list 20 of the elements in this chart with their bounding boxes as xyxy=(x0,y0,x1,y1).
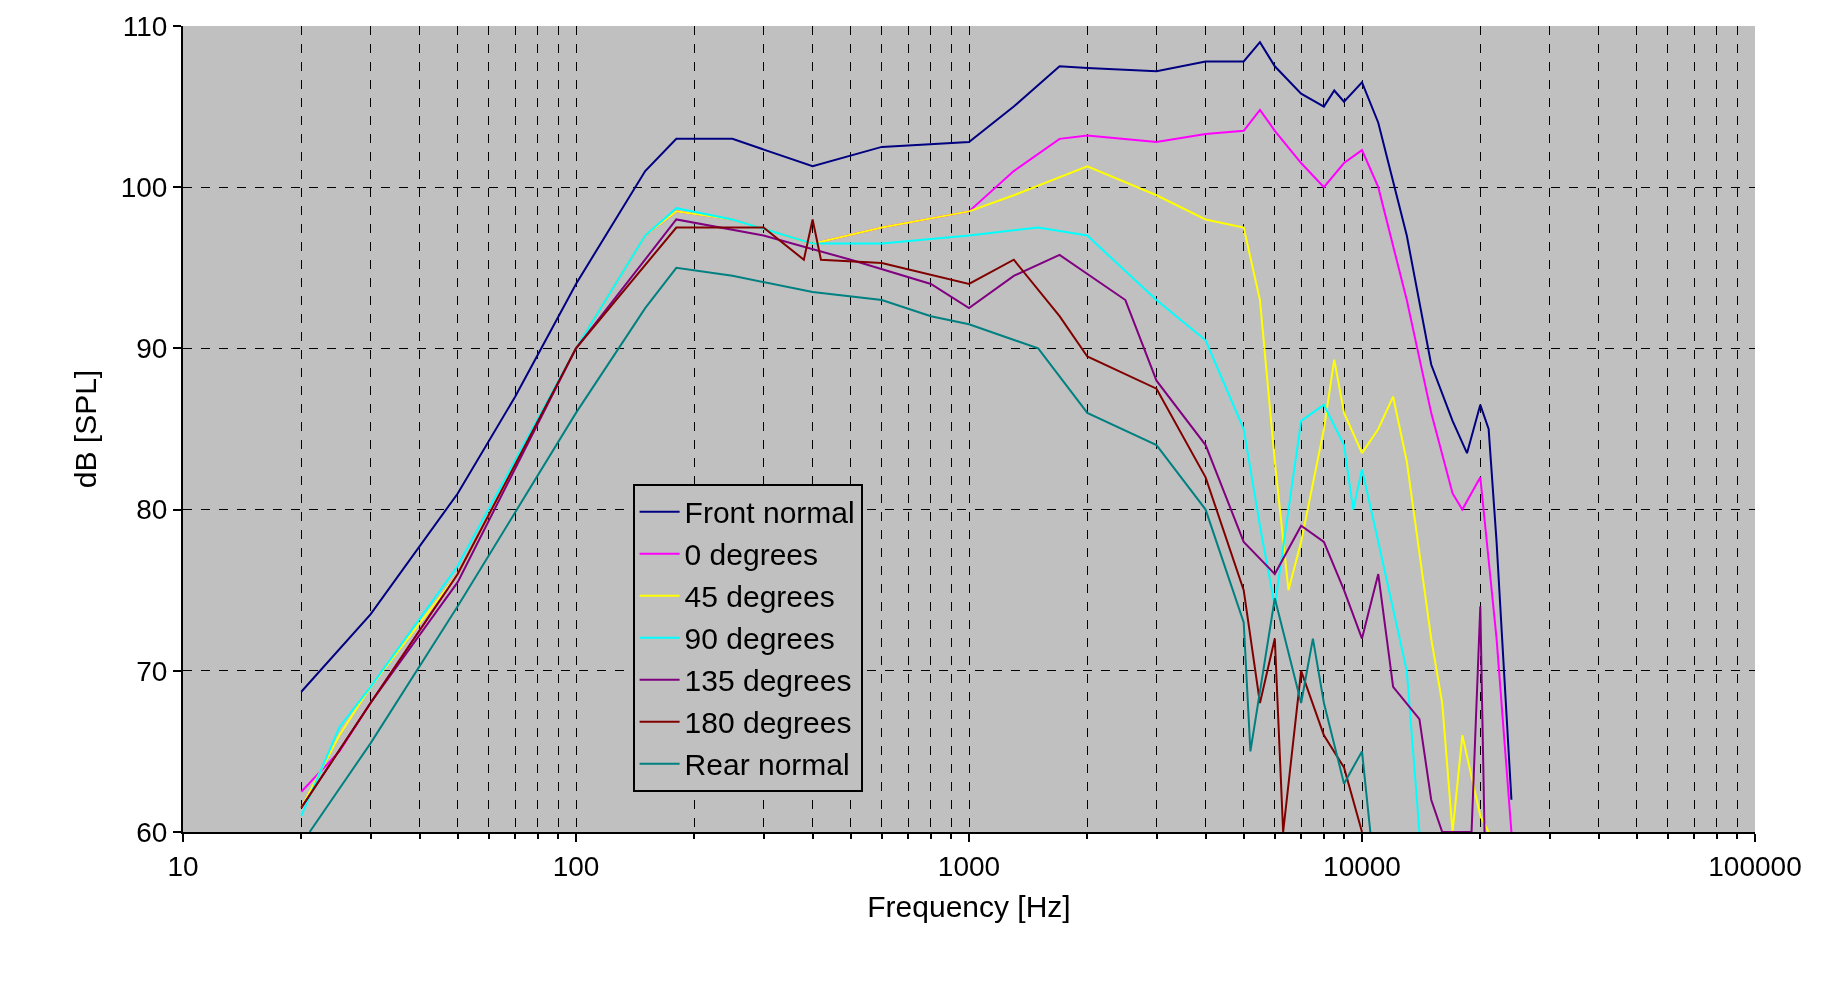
legend-label: 135 degrees xyxy=(684,664,852,698)
y-tick-label: 110 xyxy=(122,10,168,42)
legend-label: Rear normal xyxy=(684,748,850,782)
x-tick-label: 10000 xyxy=(1323,850,1401,882)
legend-label: 0 degrees xyxy=(684,538,819,572)
legend-label: 180 degrees xyxy=(684,706,852,740)
y-tick-label: 90 xyxy=(136,333,168,365)
x-axis-title: Frequency [Hz] xyxy=(867,889,1071,923)
y-tick-label: 100 xyxy=(120,172,168,203)
x-tick-label: 100 xyxy=(552,850,600,882)
legend-label: 90 degrees xyxy=(684,622,835,656)
legend-label: 45 degrees xyxy=(684,580,835,614)
y-tick-label: 70 xyxy=(136,655,168,687)
y-tick-label: 60 xyxy=(136,816,168,848)
y-tick-label: 80 xyxy=(136,494,168,526)
x-tick-label: 10 xyxy=(167,850,199,882)
y-axis-title: dB [SPL] xyxy=(69,369,103,489)
x-tick-label: 100000 xyxy=(1708,850,1802,882)
x-tick-label: 1000 xyxy=(937,850,1001,882)
legend-label: Front normal xyxy=(684,496,855,530)
